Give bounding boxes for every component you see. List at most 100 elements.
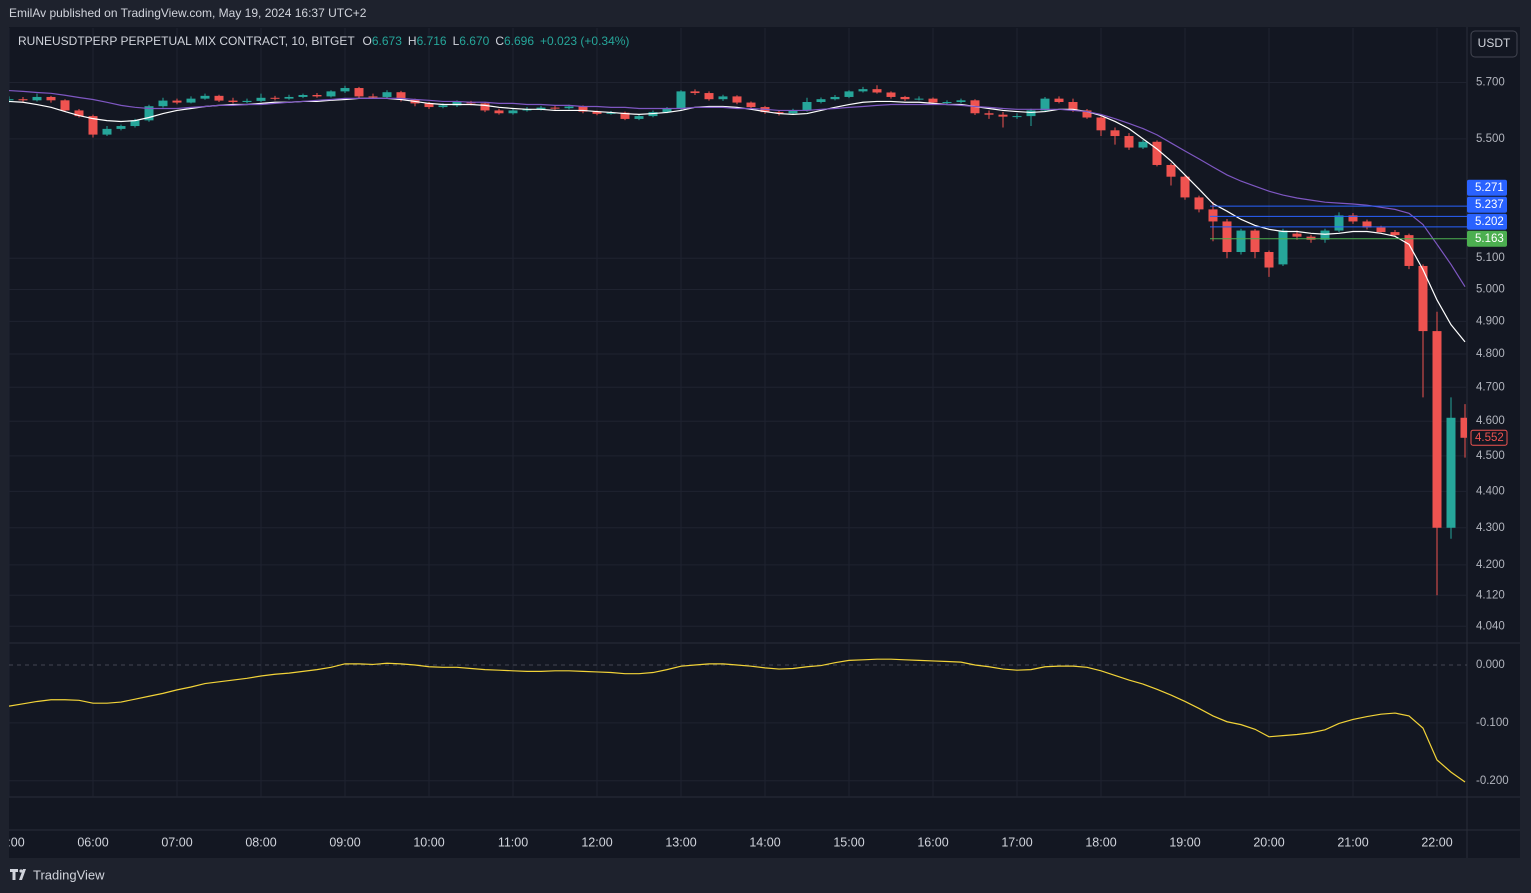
candle-body	[1012, 116, 1022, 118]
marks: 05:00 06:00 07:00 08:00 09:00 10:00 11:00 12:00…	[9, 85, 1467, 849]
candle-body	[942, 102, 952, 104]
candle-body	[326, 91, 336, 97]
candle-body	[928, 98, 938, 103]
candle-body	[606, 112, 616, 114]
candle-body	[1054, 98, 1064, 103]
candle-body	[214, 95, 224, 101]
candle-body	[1320, 230, 1330, 240]
candle-body	[116, 126, 126, 129]
grid	[8, 28, 1467, 797]
currency[interactable]: USDT	[1478, 36, 1511, 50]
candle-body	[564, 106, 574, 109]
candle-body	[242, 100, 252, 103]
candle-body	[452, 102, 462, 106]
candle-body	[1082, 110, 1092, 118]
y-tick-label: 5.700	[1476, 77, 1505, 89]
currency-button[interactable]	[1470, 30, 1518, 58]
candle-body	[1348, 215, 1358, 222]
candle-body	[312, 95, 322, 97]
candle-body	[676, 91, 686, 110]
candle-body	[592, 111, 602, 114]
x-tick-label: 12:00	[581, 835, 612, 849]
candle-body	[1390, 232, 1400, 236]
candle-body	[494, 110, 504, 114]
candle-body	[998, 114, 1008, 117]
candle-body	[536, 107, 546, 110]
candle-body	[368, 96, 378, 98]
candle-body	[438, 105, 448, 108]
last-price-label: 4.552	[1475, 432, 1504, 444]
candle-body	[480, 103, 490, 111]
candle-body	[270, 97, 280, 99]
candle-body	[550, 107, 560, 109]
x-tick-label: 18:00	[1085, 835, 1116, 849]
legend-values: O6.673 H6.716 L6.670 C6.696 +0.023 (+0.34%)	[363, 34, 630, 48]
candle-body	[1334, 215, 1344, 231]
last-price-box	[1470, 429, 1508, 446]
candle-body	[1222, 221, 1232, 253]
candle-body	[774, 112, 784, 114]
labels: 4.040 4.120 4.200 4.300 4.400 4.500 4.600 4.700…	[1467, 77, 1509, 787]
moving-average	[9, 89, 1466, 287]
y-tick-label: 4.120	[1476, 589, 1505, 601]
candle-body	[130, 120, 140, 127]
candle-body	[186, 98, 196, 103]
candle-body	[620, 112, 630, 119]
candle-body	[1292, 233, 1302, 237]
x-tick-label: 09:00	[329, 835, 360, 849]
candle-body	[88, 116, 98, 135]
candle-body	[60, 100, 70, 111]
price-level-box	[1467, 230, 1507, 247]
candle-body	[662, 109, 672, 113]
y-tick-label: 5.500	[1476, 133, 1505, 145]
candle-body	[144, 106, 154, 121]
candle-body	[158, 100, 168, 107]
oscillator-line	[9, 658, 1466, 783]
x-tick-label: 14:00	[749, 835, 780, 849]
candle-body	[102, 128, 112, 135]
candle-body	[1306, 236, 1316, 240]
legend-key: C	[495, 34, 504, 48]
y-tick-label: 4.300	[1476, 522, 1505, 534]
x-tick-label: 10:00	[413, 835, 444, 849]
price-level-box	[1467, 213, 1507, 230]
legend: RUNEUSDTPERP PERPETUAL MIX CONTRACT, 10,…	[18, 34, 629, 48]
y-tick-label: 0.000	[1476, 659, 1505, 671]
candle-body	[1376, 227, 1386, 233]
price-level-label: 5.271	[1475, 182, 1504, 194]
candle-body	[46, 96, 56, 101]
legend-value: 6.716	[417, 34, 447, 48]
price-level-label: 5.237	[1475, 199, 1504, 211]
candle-body	[1068, 102, 1078, 111]
candle-body	[802, 102, 812, 111]
candle-body	[172, 100, 182, 103]
candle-body	[886, 92, 896, 97]
candle-body	[32, 96, 42, 101]
candle-body	[256, 97, 266, 101]
candle-body	[1460, 417, 1467, 438]
y-tick-label: 4.600	[1476, 415, 1505, 427]
candle-body	[844, 91, 854, 97]
y-tick-label: 4.700	[1476, 381, 1505, 393]
x-tick-label: 22:00	[1421, 835, 1452, 849]
price-level-label: 5.163	[1475, 233, 1504, 245]
legend-value: 6.670	[459, 34, 489, 48]
y-tick-label: 4.500	[1476, 450, 1505, 462]
y-tick-label: -0.200	[1476, 775, 1509, 787]
candle-body	[1166, 164, 1176, 177]
legend-value: 6.673	[372, 34, 402, 48]
candle-body	[718, 96, 728, 100]
candle-body	[424, 103, 434, 108]
candle-body	[18, 99, 28, 101]
candle-body	[284, 96, 294, 99]
candle-body	[9, 99, 14, 101]
candle-body	[1152, 141, 1162, 165]
candle-body	[872, 89, 882, 93]
x-tick-label: 13:00	[665, 835, 696, 849]
price-level-label: 5.202	[1475, 216, 1504, 228]
candle-body	[1278, 230, 1288, 265]
candle-body	[1026, 110, 1036, 117]
candle-body	[1264, 252, 1274, 268]
x-tick-label: 21:00	[1337, 835, 1368, 849]
candle-body	[1180, 176, 1190, 198]
